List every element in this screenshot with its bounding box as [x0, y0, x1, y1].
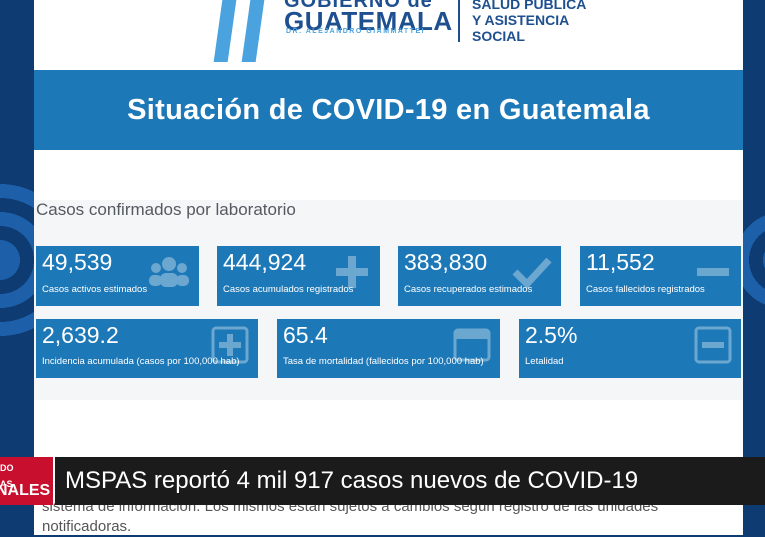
stat-value: 65.4	[283, 322, 328, 348]
ticker-tag-bottom: NALES	[0, 482, 51, 499]
card-icon	[453, 328, 491, 362]
stat-card-mortality: 65.4 Tasa de mortalidad (fallecidos por …	[277, 319, 500, 378]
background-right	[743, 0, 765, 535]
stat-card-active: 49,539 Casos activos estimados	[36, 246, 199, 306]
stat-value: 49,539	[42, 249, 113, 275]
logo-president-name: DR. ALEJANDRO GIAMMATTEI	[286, 28, 426, 35]
section-subtitle: Casos confirmados por laboratorio	[36, 200, 296, 219]
stat-card-cumulative: 444,924 Casos acumulados registrados	[217, 246, 380, 306]
plus-box-icon	[211, 326, 249, 364]
logo-guatemala: GUATEMALA	[284, 6, 453, 36]
stat-value: 2,639.2	[42, 322, 119, 348]
plus-icon	[336, 256, 368, 288]
ministry-line-3: SOCIAL	[472, 28, 525, 44]
people-icon	[149, 257, 189, 287]
page-title: Situación de COVID-19 en Guatemala	[127, 93, 650, 126]
stat-label: Casos activos estimados	[42, 284, 148, 295]
stat-card-incidence: 2,639.2 Incidencia acumulada (casos por …	[36, 319, 258, 378]
ticker-headline: MSPAS reportó 4 mil 917 casos nuevos de …	[55, 457, 765, 505]
logo-header: GOBIERNO de GUATEMALA DR. ALEJANDRO GIAM…	[34, 0, 743, 70]
ministry-name: SALUD PÚBLICA Y ASISTENCIA SOCIAL	[472, 0, 586, 44]
logo-flag-bar-left	[213, 0, 237, 62]
logo-gobierno-top: GOBIERNO de	[284, 0, 433, 12]
stat-label: Tasa de mortalidad (fallecidos por 100,0…	[283, 356, 484, 367]
stat-label: Casos fallecidos registrados	[586, 284, 705, 295]
stat-card-deceased: 11,552 Casos fallecidos registrados	[580, 246, 741, 306]
background-left	[0, 0, 34, 535]
stat-value: 2.5%	[525, 322, 578, 348]
ministry-line-2: Y ASISTENCIA	[472, 12, 570, 28]
ticker-tag: DO AS NALES	[0, 457, 53, 505]
ministry-line-1: SALUD PÚBLICA	[472, 0, 587, 12]
logo-divider	[458, 0, 460, 42]
report-panel: GOBIERNO de GUATEMALA DR. ALEJANDRO GIAM…	[34, 0, 743, 535]
title-band: Situación de COVID-19 en Guatemala	[34, 70, 743, 150]
stat-value: 383,830	[404, 249, 488, 275]
stat-value: 444,924	[223, 249, 307, 275]
check-icon	[512, 257, 552, 290]
logo-flag-bar-right	[241, 0, 265, 62]
news-ticker: DO AS NALES MSPAS reportó 4 mil 917 caso…	[0, 457, 765, 505]
minus-box-icon	[694, 326, 732, 364]
stat-card-lethality: 2.5% Letalidad	[519, 319, 741, 378]
stat-label: Casos recuperados estimados	[404, 284, 533, 295]
minus-icon	[697, 268, 729, 276]
stat-label: Casos acumulados registrados	[223, 284, 354, 295]
stat-value: 11,552	[586, 249, 655, 275]
stat-label: Letalidad	[525, 356, 564, 367]
stat-label: Incidencia acumulada (casos por 100,000 …	[42, 356, 240, 367]
stat-card-recovered: 383,830 Casos recuperados estimados	[398, 246, 561, 306]
ticker-tag-top: DO AS	[0, 463, 14, 489]
